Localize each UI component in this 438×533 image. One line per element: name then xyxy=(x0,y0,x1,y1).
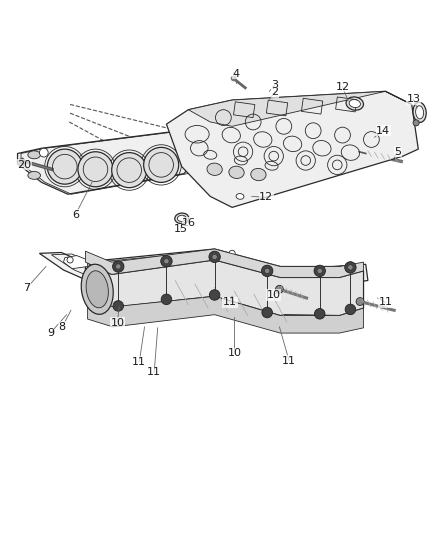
Circle shape xyxy=(317,268,322,273)
Ellipse shape xyxy=(233,191,247,201)
Ellipse shape xyxy=(236,193,244,199)
Circle shape xyxy=(314,265,325,277)
Ellipse shape xyxy=(229,166,244,179)
Text: 7: 7 xyxy=(24,282,31,293)
Ellipse shape xyxy=(207,163,222,175)
Text: 5: 5 xyxy=(394,147,401,157)
Text: 13: 13 xyxy=(406,94,420,104)
Bar xyxy=(301,98,323,114)
Circle shape xyxy=(229,251,235,256)
Ellipse shape xyxy=(177,215,186,221)
Text: 14: 14 xyxy=(376,126,390,136)
Polygon shape xyxy=(85,249,364,278)
Text: 11: 11 xyxy=(147,367,161,377)
Polygon shape xyxy=(18,132,193,194)
Circle shape xyxy=(345,262,356,273)
Ellipse shape xyxy=(251,168,266,181)
Text: 16: 16 xyxy=(182,217,196,228)
Circle shape xyxy=(261,265,273,277)
Circle shape xyxy=(67,257,73,263)
Circle shape xyxy=(113,261,124,272)
Polygon shape xyxy=(85,260,364,316)
Text: 11: 11 xyxy=(223,297,237,308)
Circle shape xyxy=(116,264,121,269)
Text: 6: 6 xyxy=(72,210,79,220)
Polygon shape xyxy=(188,91,412,126)
Text: 15: 15 xyxy=(173,224,187,235)
Text: 2: 2 xyxy=(272,87,279,97)
Bar xyxy=(233,102,255,118)
Ellipse shape xyxy=(28,151,40,159)
Ellipse shape xyxy=(81,264,113,314)
Text: 4: 4 xyxy=(232,69,239,79)
Text: 20: 20 xyxy=(17,160,31,170)
Circle shape xyxy=(161,294,172,304)
Circle shape xyxy=(276,285,283,293)
Circle shape xyxy=(89,263,95,270)
Text: 11: 11 xyxy=(132,357,146,367)
Circle shape xyxy=(345,304,356,314)
Circle shape xyxy=(212,254,217,260)
Circle shape xyxy=(348,265,353,270)
Ellipse shape xyxy=(349,100,360,108)
Polygon shape xyxy=(166,91,418,207)
Polygon shape xyxy=(64,255,88,269)
Circle shape xyxy=(209,290,220,300)
Circle shape xyxy=(262,307,272,318)
Circle shape xyxy=(184,150,193,158)
Bar xyxy=(336,97,357,112)
Text: 9: 9 xyxy=(47,328,54,338)
Ellipse shape xyxy=(28,172,40,179)
Ellipse shape xyxy=(413,102,426,123)
Circle shape xyxy=(161,255,172,267)
Circle shape xyxy=(113,301,124,311)
Text: 12: 12 xyxy=(336,82,350,92)
Text: 8: 8 xyxy=(59,322,66,332)
Circle shape xyxy=(265,268,270,273)
Circle shape xyxy=(317,269,323,275)
Bar xyxy=(266,100,288,116)
Polygon shape xyxy=(88,296,364,333)
Text: 10: 10 xyxy=(227,348,241,358)
Text: 11: 11 xyxy=(378,297,392,308)
Ellipse shape xyxy=(416,106,424,119)
Circle shape xyxy=(47,149,82,184)
Text: 11: 11 xyxy=(282,356,296,366)
Text: 3: 3 xyxy=(272,80,279,90)
Ellipse shape xyxy=(346,97,364,110)
Circle shape xyxy=(413,120,419,126)
Circle shape xyxy=(78,152,113,187)
Ellipse shape xyxy=(175,213,189,223)
Circle shape xyxy=(164,259,169,264)
Circle shape xyxy=(314,309,325,319)
Ellipse shape xyxy=(86,271,108,308)
Circle shape xyxy=(209,251,220,263)
Polygon shape xyxy=(39,249,368,284)
Text: 12: 12 xyxy=(259,192,273,203)
Circle shape xyxy=(356,297,364,305)
Circle shape xyxy=(144,147,179,182)
Circle shape xyxy=(39,148,48,157)
Text: 10: 10 xyxy=(110,318,124,328)
Text: 10: 10 xyxy=(267,290,281,300)
Circle shape xyxy=(112,152,147,188)
